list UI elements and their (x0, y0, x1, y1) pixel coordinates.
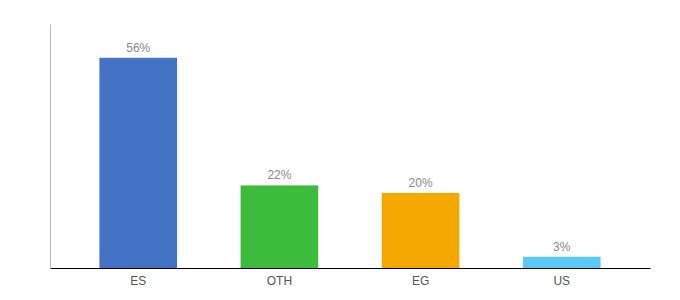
chart-svg: ES OTH EG US 56% 22% 20% 3% (0, 0, 680, 300)
y-axis (50, 25, 51, 269)
data-labels: 56% 22% 20% 3% (126, 41, 571, 254)
x-tick-label: US (553, 274, 570, 288)
y-axis-line (50, 25, 51, 269)
bars (99, 58, 600, 268)
bar (523, 257, 601, 268)
x-tick: EG (412, 274, 429, 288)
x-tick-label: ES (130, 274, 146, 288)
bar (382, 193, 460, 268)
x-axis-line (51, 268, 651, 269)
data-label: 56% (126, 41, 150, 55)
x-tick-label: EG (412, 274, 429, 288)
x-tick: ES (130, 274, 146, 288)
bar (99, 58, 177, 268)
x-tick: OTH (267, 274, 292, 288)
bar (241, 185, 319, 268)
x-tick-label: OTH (267, 274, 292, 288)
data-label: 20% (409, 176, 433, 190)
x-tick: US (553, 274, 570, 288)
plot-area: ES OTH EG US 56% 22% 20% 3% (51, 25, 651, 288)
data-label: 22% (267, 168, 291, 182)
chart-container: ES OTH EG US 56% 22% 20% 3% (0, 0, 680, 300)
data-label: 3% (553, 240, 571, 254)
x-axis: ES OTH EG US (51, 269, 651, 288)
